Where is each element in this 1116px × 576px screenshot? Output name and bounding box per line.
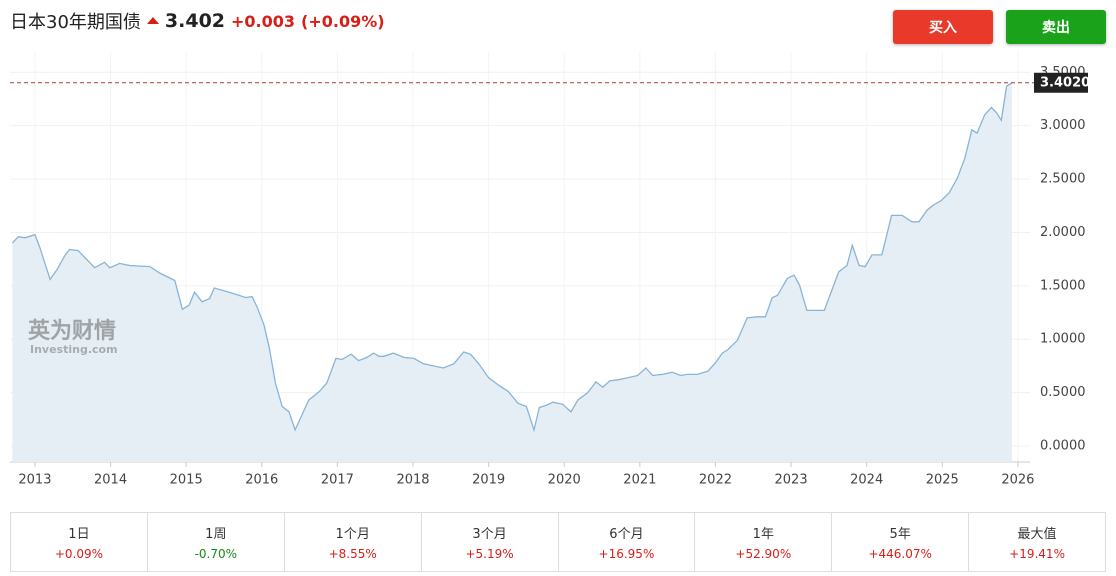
y-tick-label: 2.0000 <box>1040 225 1086 240</box>
x-tick-label: 2024 <box>850 473 883 488</box>
chart: 0.0000 0.5000 1.0000 1.5000 2.0000 2.5000 3.00… <box>10 52 1090 488</box>
performance-cell: 6个月 +16.95% <box>557 513 695 571</box>
x-tick-label: 2020 <box>548 473 581 488</box>
performance-table: 1日 +0.09% 1周 -0.70% 1个月 +8.55% 3个月 +5.19% 6个月 +16… <box>10 512 1106 572</box>
period: 5年 <box>889 527 911 542</box>
period: 1年 <box>752 527 774 542</box>
period-change: +19.41% <box>1009 547 1065 561</box>
period-change: +52.90% <box>735 547 792 561</box>
watermark-site: Investing.com <box>30 343 118 356</box>
instrument-title: 日本30年期国债 <box>10 12 141 33</box>
sell-button[interactable]: 卖出 <box>1006 10 1106 44</box>
performance-cell: 1周 -0.70% <box>146 513 284 571</box>
header: 日本30年期国债 3.402 +0.003 (+0.09%) <box>10 6 385 36</box>
performance-cell: 1个月 +8.55% <box>283 513 421 571</box>
period: 1日 <box>68 527 90 542</box>
x-tick-label: 2023 <box>775 473 808 488</box>
performance-cell: 1日 +0.09% <box>11 513 147 571</box>
x-tick-label: 2022 <box>699 473 732 488</box>
performance-cell: 1年 +52.90% <box>694 513 831 571</box>
buy-button[interactable]: 买入 <box>893 10 993 44</box>
period: 6个月 <box>609 527 644 542</box>
y-tick-label: 0.5000 <box>1040 385 1086 400</box>
change-percent: (+0.09%) <box>301 11 385 31</box>
y-tick-label: 2.5000 <box>1040 172 1086 187</box>
period-change: -0.70% <box>194 547 238 561</box>
period-change: +0.09% <box>54 547 104 561</box>
period: 1周 <box>205 527 227 542</box>
x-tick-label: 2014 <box>94 473 127 488</box>
change: +0.003 <box>231 11 296 31</box>
price-line <box>11 82 1013 433</box>
watermark-brand: 英为财情 <box>28 318 116 344</box>
performance-cell: 3个月 +5.19% <box>420 513 558 571</box>
period: 3个月 <box>472 527 507 542</box>
period: 最大值 <box>1017 527 1057 542</box>
y-tick-label: 0.0000 <box>1040 438 1086 453</box>
x-tick-label: 2016 <box>245 473 278 488</box>
x-tick-label: 2017 <box>321 473 354 488</box>
price: 3.402 <box>164 10 226 32</box>
period: 1个月 <box>335 527 370 542</box>
period-change: +446.07% <box>868 547 932 561</box>
up-arrow <box>146 16 159 24</box>
y-tick-label: 1.5000 <box>1040 278 1086 293</box>
y-tick-label: 1.0000 <box>1040 332 1086 347</box>
current-price-label: 3.4020 <box>1040 75 1090 90</box>
y-tick-label: 3.0000 <box>1040 118 1086 133</box>
current-price-box <box>1034 72 1088 93</box>
period-change: +5.19% <box>465 547 514 561</box>
x-tick-label: 2018 <box>396 473 429 488</box>
performance-cell: 5年 +446.07% <box>831 513 968 571</box>
area-fill <box>12 82 1012 463</box>
performance-cell: 最大值 +19.41% <box>968 513 1105 571</box>
x-tick-label: 2025 <box>926 473 959 488</box>
period-change: +16.95% <box>598 547 655 561</box>
x-tick-label: 2026 <box>1001 473 1034 488</box>
x-tick-label: 2013 <box>18 473 51 488</box>
x-tick-label: 2019 <box>472 473 505 488</box>
x-tick-label: 2015 <box>170 473 203 488</box>
period-change: +8.55% <box>328 547 377 561</box>
x-tick-label: 2021 <box>623 473 656 488</box>
